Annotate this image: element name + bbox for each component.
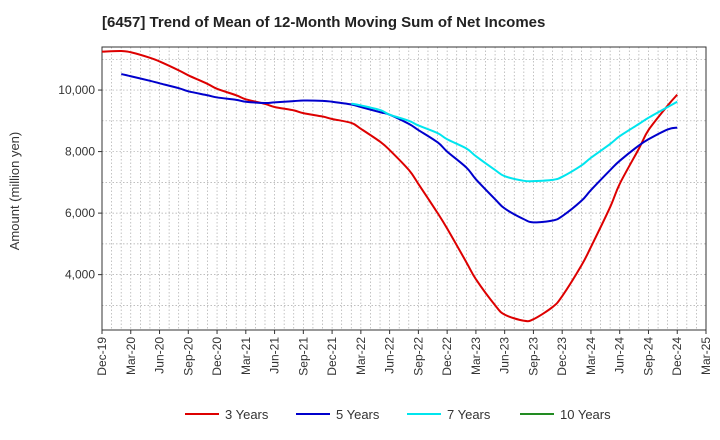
x-tick-label: Dec-21 xyxy=(325,337,339,376)
x-tick-label: Sep-22 xyxy=(411,337,425,376)
x-tick-label: Mar-22 xyxy=(354,337,368,375)
series-line-7-years xyxy=(351,100,678,183)
x-tick-label: Jun-24 xyxy=(613,337,627,374)
y-tick-label: 4,000 xyxy=(65,268,95,282)
y-tick-label: 8,000 xyxy=(65,145,95,159)
x-tick-label: Dec-22 xyxy=(440,337,454,376)
series-line-5-years xyxy=(121,73,678,224)
x-tick-label: Dec-23 xyxy=(555,337,569,376)
x-tick-label: Jun-20 xyxy=(153,337,167,374)
y-tick-label: 10,000 xyxy=(58,83,95,97)
x-tick-label: Sep-20 xyxy=(181,337,195,376)
plot-area xyxy=(101,46,707,331)
legend-label: 10 Years xyxy=(560,407,611,422)
x-tick-label: Dec-24 xyxy=(670,337,684,376)
x-tick-label: Sep-23 xyxy=(526,337,540,376)
x-tick-label: Mar-23 xyxy=(469,337,483,375)
x-tick-label: Mar-21 xyxy=(239,337,253,375)
y-axis-title: Amount (million yen) xyxy=(7,132,22,251)
x-tick-label: Sep-21 xyxy=(296,337,310,376)
x-tick-label: Jun-23 xyxy=(498,337,512,374)
x-tick-label: Dec-19 xyxy=(95,337,109,376)
x-tick-label: Dec-20 xyxy=(210,337,224,376)
x-tick-label: Mar-25 xyxy=(699,337,713,375)
legend-label: 3 Years xyxy=(225,407,269,422)
y-tick-label: 6,000 xyxy=(65,206,95,220)
x-tick-label: Sep-24 xyxy=(641,337,655,376)
x-tick-label: Jun-21 xyxy=(268,337,282,374)
x-tick-label: Jun-22 xyxy=(383,337,397,374)
legend-label: 7 Years xyxy=(447,407,491,422)
x-tick-label: Mar-24 xyxy=(584,337,598,375)
legend-label: 5 Years xyxy=(336,407,380,422)
series-line-3-years xyxy=(101,49,678,323)
chart-title: [6457] Trend of Mean of 12-Month Moving … xyxy=(102,14,546,31)
x-tick-label: Mar-20 xyxy=(124,337,138,375)
